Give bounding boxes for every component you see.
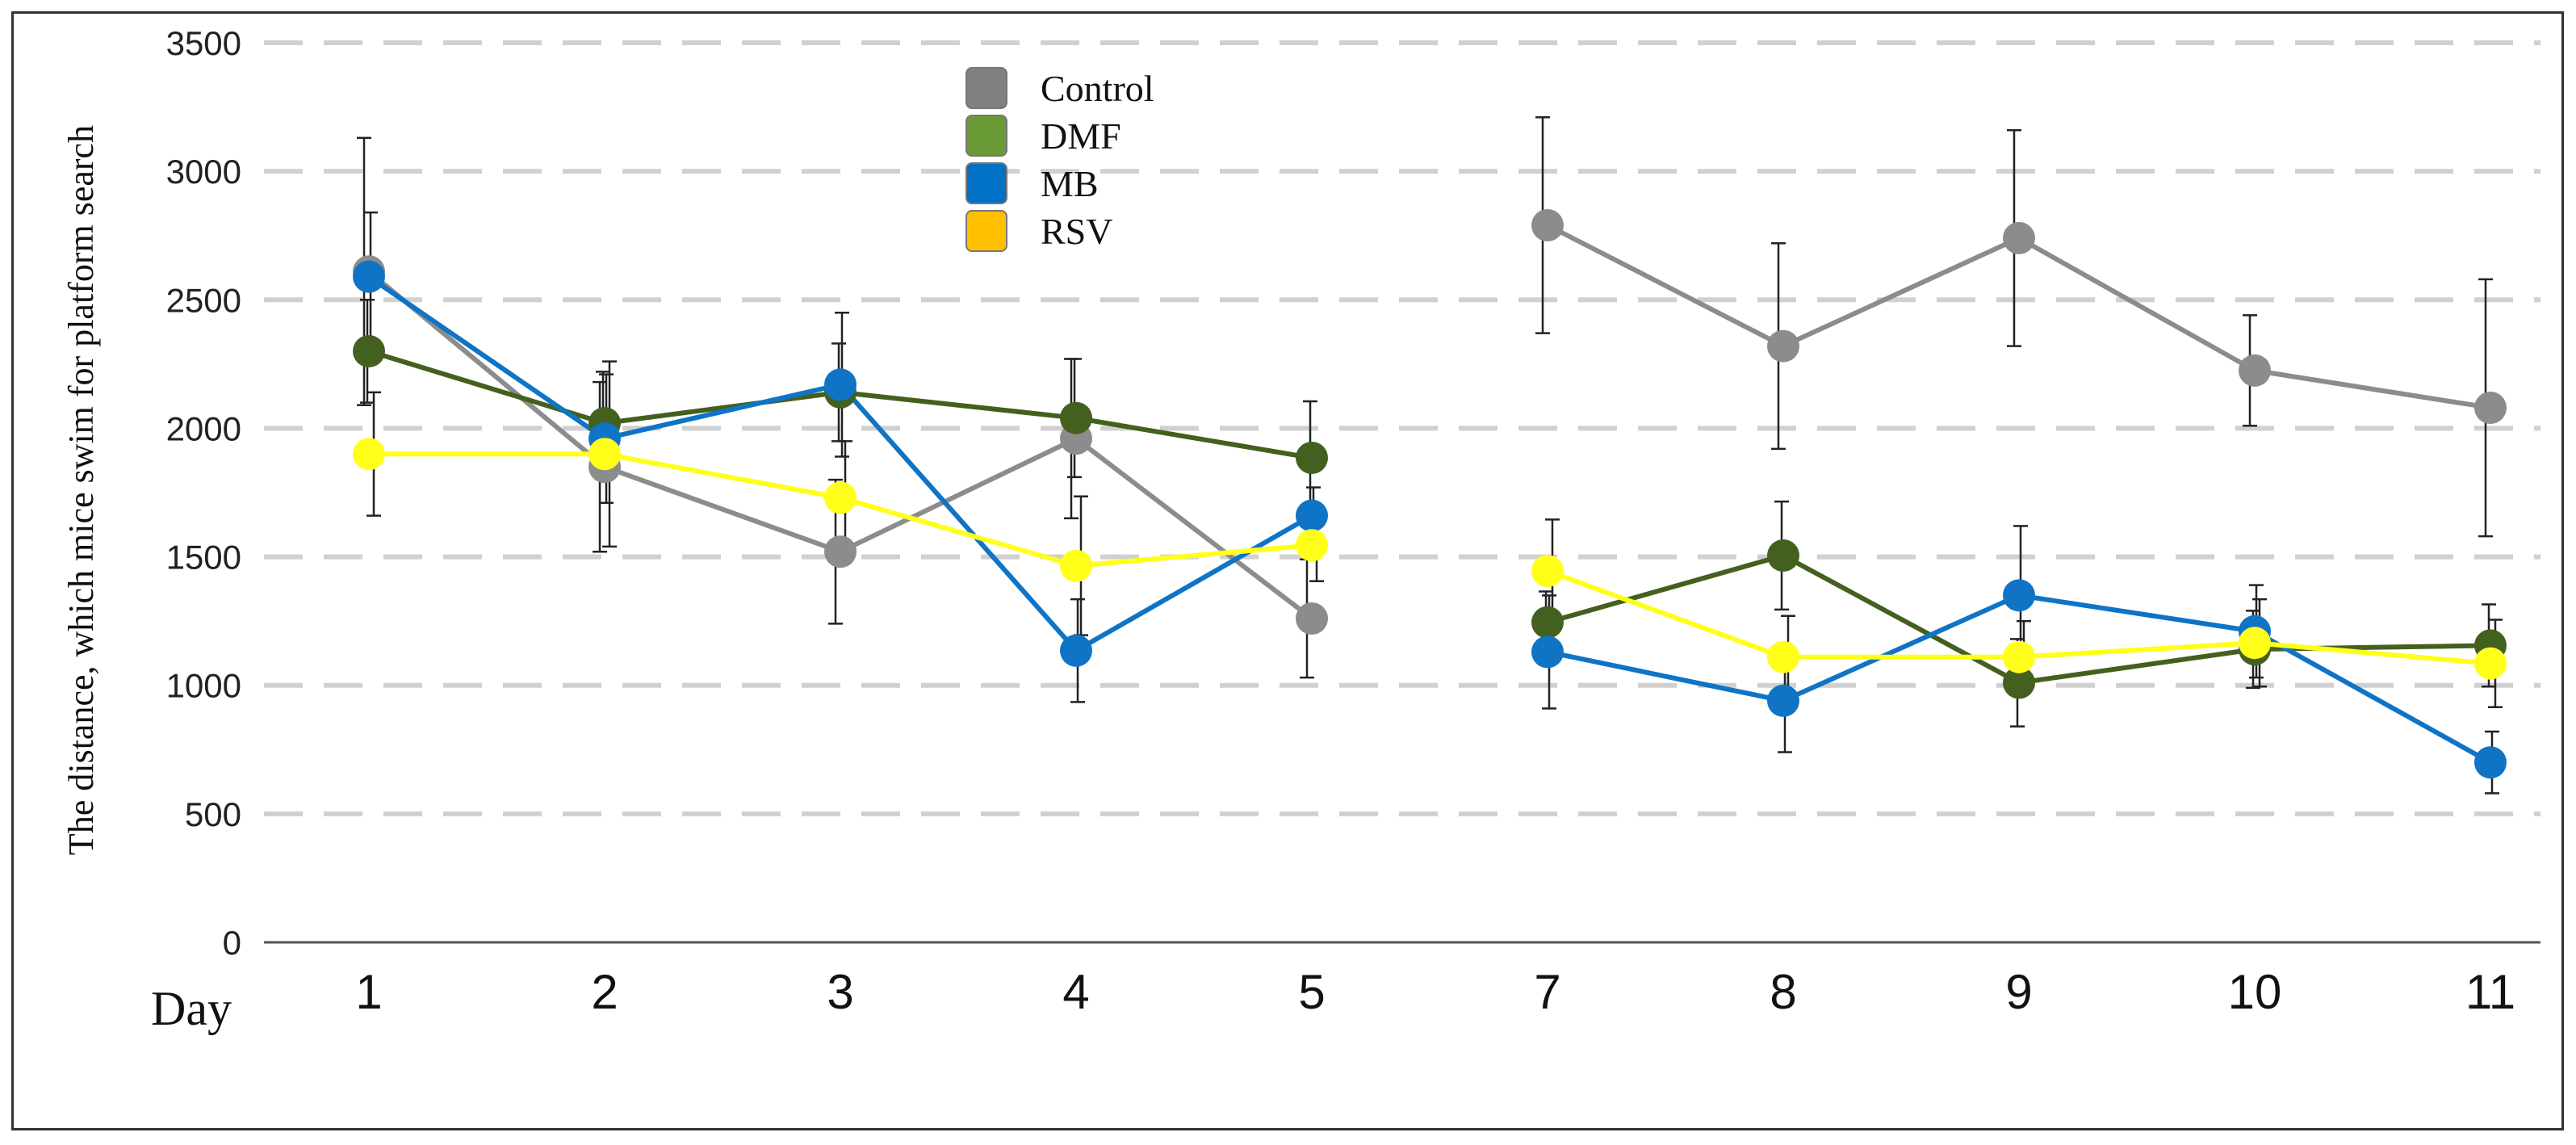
data-point-dmf <box>1531 606 1564 639</box>
data-point-mb <box>353 260 385 293</box>
x-tick-label: 7 <box>1534 965 1560 1019</box>
data-point-rsv <box>824 481 857 514</box>
x-tick-label: 2 <box>591 965 618 1019</box>
legend-label-mb: MB <box>1041 163 1099 204</box>
data-point-control <box>1531 208 1564 241</box>
data-point-dmf <box>1767 539 1799 572</box>
data-point-control <box>1767 329 1799 363</box>
data-point-mb <box>1060 634 1092 667</box>
data-point-mb <box>1767 684 1799 717</box>
y-axis-label: The distance, which mice swim for platfo… <box>61 125 101 855</box>
y-tick-label: 1500 <box>166 539 241 577</box>
data-point-mb <box>1531 635 1564 669</box>
data-point-control <box>2474 391 2507 424</box>
legend-label-control: Control <box>1041 68 1154 109</box>
series <box>353 116 2507 795</box>
legend: Control DMF MB RSV <box>965 67 1154 252</box>
x-tick-label: 9 <box>2005 965 2032 1019</box>
data-point-rsv <box>1531 555 1564 588</box>
data-point-dmf <box>1296 442 1328 475</box>
y-tick-label: 2500 <box>166 281 241 319</box>
y-tick-label: 0 <box>223 924 241 962</box>
data-point-control <box>2003 221 2035 254</box>
y-tick-label: 3000 <box>166 153 241 191</box>
data-point-rsv <box>1767 640 1799 673</box>
legend-swatch-mb <box>965 162 1007 204</box>
data-point-mb <box>2003 579 2035 612</box>
x-tick-label: 1 <box>355 965 382 1019</box>
legend-label-dmf: DMF <box>1041 115 1121 157</box>
data-point-rsv <box>2474 647 2507 680</box>
data-point-mb <box>824 368 857 401</box>
legend-swatch-rsv <box>965 210 1007 252</box>
series-line-mb <box>367 275 1313 653</box>
line-chart: 0 500 1000 1500 2000 2500 3000 3500 1 2 3 4 5 7 8 9 10 11… <box>61 24 2540 1035</box>
data-point-mb <box>2474 746 2507 779</box>
data-point-rsv <box>1296 529 1328 562</box>
data-point-rsv <box>1060 549 1092 582</box>
error-bars-control <box>357 116 2493 679</box>
data-point-control <box>2239 354 2271 387</box>
data-point-dmf <box>2003 666 2035 699</box>
y-tick-label: 1000 <box>166 667 241 705</box>
x-tick-label: 5 <box>1298 965 1325 1019</box>
legend-label-rsv: RSV <box>1041 211 1112 252</box>
data-point-rsv <box>589 438 621 471</box>
x-axis-label: Day <box>151 982 232 1035</box>
data-point-control <box>824 535 857 568</box>
data-point-rsv <box>2003 640 2035 673</box>
x-tick-label: 3 <box>827 965 853 1019</box>
data-point-rsv <box>353 438 385 471</box>
x-tick-label: 10 <box>2228 965 2282 1019</box>
x-tick-label: 8 <box>1770 965 1796 1019</box>
data-point-rsv <box>2239 627 2271 660</box>
x-tick-label: 11 <box>2465 965 2515 1019</box>
y-tick-label: 2000 <box>166 409 241 447</box>
x-tick-label: 4 <box>1062 965 1089 1019</box>
legend-swatch-dmf <box>965 115 1007 157</box>
legend-swatch-control <box>965 67 1007 109</box>
data-point-dmf <box>1060 401 1092 434</box>
data-point-mb <box>1296 499 1328 532</box>
data-point-dmf <box>353 334 385 367</box>
chart-frame: 0 500 1000 1500 2000 2500 3000 3500 1 2 3 4 5 7 8 9 10 11… <box>11 11 2564 1130</box>
y-tick-label: 500 <box>185 795 241 833</box>
data-point-control <box>1296 602 1328 635</box>
axes: 0 500 1000 1500 2000 2500 3000 3500 1 2 3 4 5 7 8 9 10 11 <box>166 24 2540 1019</box>
y-tick-label: 3500 <box>166 24 241 62</box>
